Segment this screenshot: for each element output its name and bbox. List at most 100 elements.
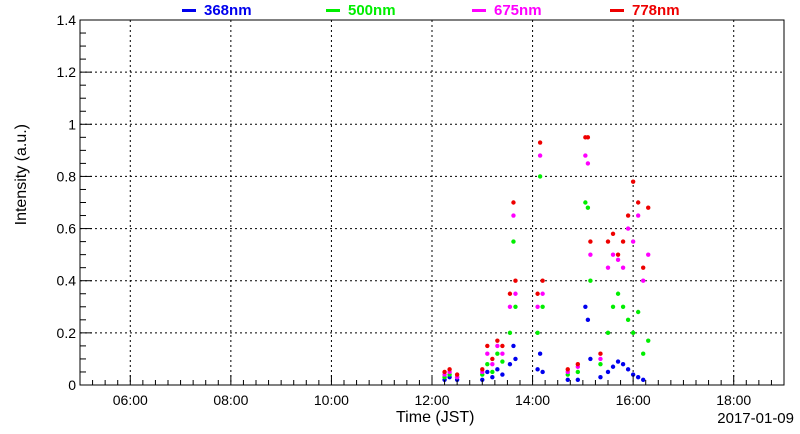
data-point-675nm — [485, 351, 490, 356]
data-point-778nm — [598, 351, 603, 356]
data-point-675nm — [511, 213, 516, 218]
data-point-778nm — [646, 205, 651, 210]
x-axis-title: Time (JST) — [396, 409, 475, 426]
axes: 06:00 08:00 10:00 12:00 14:00 16:00 18:00 0 0.2 0… — [57, 12, 785, 408]
data-point-500nm — [575, 369, 581, 375]
y-tick-label: 1 — [68, 116, 76, 132]
data-point-500nm — [507, 330, 513, 336]
data-point-500nm — [598, 361, 603, 367]
data-point-675nm — [583, 153, 588, 158]
data-point-778nm — [513, 278, 518, 283]
data-point-500nm — [585, 205, 591, 210]
data-point-500nm — [615, 291, 621, 296]
data-point-368nm — [507, 361, 513, 367]
data-point-778nm — [485, 343, 490, 349]
legend-label: 500nm — [348, 2, 396, 19]
data-point-500nm — [537, 174, 543, 179]
data-point-675nm — [605, 265, 611, 270]
data-point-368nm — [490, 374, 495, 380]
data-point-675nm — [598, 356, 603, 362]
data-point-675nm — [540, 291, 545, 296]
legend-item-675nm: 675nm — [472, 2, 542, 19]
data-point-675nm — [630, 239, 636, 244]
legend-swatch — [182, 8, 196, 12]
data-point-675nm — [507, 304, 513, 309]
data-point-368nm — [605, 369, 611, 375]
data-point-778nm — [495, 338, 500, 343]
data-point-368nm — [495, 367, 500, 372]
data-point-368nm — [630, 372, 636, 377]
data-point-675nm — [513, 291, 518, 296]
data-point-368nm — [513, 356, 518, 362]
date-label: 2017-01-09 — [717, 410, 794, 427]
data-point-500nm — [605, 330, 611, 336]
data-point-778nm — [447, 367, 452, 372]
y-tick-label: 0.4 — [57, 273, 77, 289]
legend-swatch — [610, 8, 624, 12]
data-point-778nm — [454, 372, 460, 377]
data-point-500nm — [625, 317, 631, 323]
data-point-500nm — [513, 304, 518, 309]
data-point-368nm — [485, 369, 490, 375]
data-point-500nm — [485, 361, 490, 367]
data-point-368nm — [641, 377, 646, 382]
y-tick-label: 1.2 — [57, 64, 77, 80]
y-axis-title: Intensity (a.u.) — [13, 124, 30, 226]
data-point-368nm — [598, 374, 603, 380]
data-point-500nm — [641, 351, 646, 356]
data-point-778nm — [630, 179, 636, 184]
data-point-778nm — [480, 367, 485, 372]
data-point-500nm — [535, 330, 540, 336]
x-tick-label: 16:00 — [616, 392, 651, 408]
data-point-500nm — [620, 304, 626, 309]
data-point-500nm — [495, 351, 500, 356]
data-point-368nm — [635, 374, 641, 380]
data-point-368nm — [480, 377, 485, 382]
data-point-368nm — [537, 351, 543, 356]
data-point-778nm — [620, 239, 626, 244]
data-point-675nm — [537, 153, 543, 158]
data-point-778nm — [540, 278, 545, 283]
data-point-675nm — [535, 304, 540, 309]
data-point-675nm — [490, 361, 495, 367]
data-point-368nm — [625, 367, 631, 372]
data-point-778nm — [625, 213, 631, 218]
legend-swatch — [326, 8, 340, 12]
data-point-500nm — [500, 359, 505, 364]
data-point-368nm — [565, 377, 570, 382]
x-tick-label: 06:00 — [113, 392, 148, 408]
y-tick-label: 0.8 — [57, 168, 77, 184]
data-point-368nm — [588, 356, 593, 362]
data-point-368nm — [620, 361, 626, 367]
x-tick-label: 14:00 — [515, 392, 550, 408]
data-point-368nm — [585, 317, 591, 323]
data-point-500nm — [635, 309, 641, 315]
data-point-368nm — [615, 359, 621, 364]
data-point-675nm — [500, 351, 505, 356]
data-point-500nm — [630, 330, 636, 336]
x-tick-label: 10:00 — [314, 392, 349, 408]
data-point-675nm — [620, 265, 626, 270]
x-tick-label: 12:00 — [414, 392, 449, 408]
data-point-778nm — [565, 367, 570, 372]
data-point-368nm — [500, 372, 505, 377]
x-tick-label: 18:00 — [716, 392, 751, 408]
legend-label: 778nm — [632, 2, 680, 19]
data-point-368nm — [535, 367, 540, 372]
data-point-675nm — [641, 278, 646, 283]
data-point-368nm — [540, 369, 545, 375]
data-point-368nm — [610, 364, 616, 369]
data-point-500nm — [540, 304, 545, 309]
data-point-675nm — [588, 252, 593, 257]
y-tick-label: 0.6 — [57, 221, 77, 237]
legend-label: 368nm — [204, 2, 252, 19]
legend-item-368nm: 368nm — [182, 2, 252, 19]
data-point-778nm — [615, 252, 621, 257]
y-tick-label: 0 — [68, 377, 76, 393]
data-point-368nm — [575, 377, 581, 382]
data-point-675nm — [625, 226, 631, 231]
data-point-778nm — [500, 343, 505, 349]
data-point-778nm — [575, 361, 581, 367]
data-point-368nm — [511, 343, 516, 349]
data-point-778nm — [605, 239, 611, 244]
